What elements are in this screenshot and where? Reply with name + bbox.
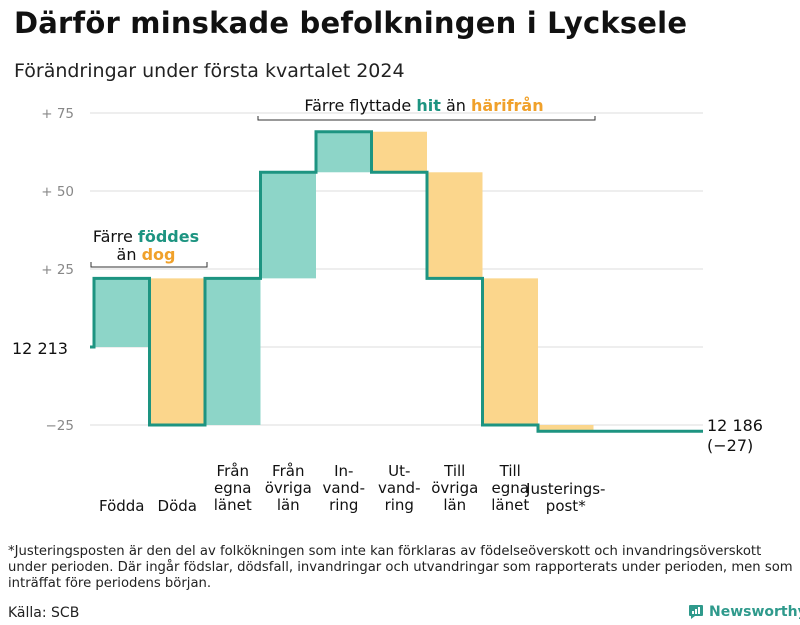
- category-label-till-egna-lanet: Till: [499, 462, 521, 480]
- category-label-justeringspost: post*: [546, 497, 586, 515]
- end-value-label: 12 186: [707, 416, 763, 435]
- category-label-utvandring: ring: [385, 496, 414, 514]
- footnote: *Justeringsposten är den del av folkökni…: [8, 544, 793, 591]
- bar-utvandring: [371, 131, 427, 173]
- bar-till-egna-lanet: [482, 278, 538, 425]
- annotation-births-line2: än dog: [117, 245, 176, 264]
- bar-doda: [149, 278, 205, 425]
- bar-justeringspost: [538, 425, 594, 432]
- annotation-births-line1: Färre föddes: [93, 227, 199, 246]
- category-label-invandring: ring: [329, 496, 358, 514]
- population-step-line: [90, 130, 703, 433]
- category-label-utvandring: Ut-: [388, 462, 410, 480]
- category-label-till-ovriga-lan: län: [443, 496, 466, 514]
- y-tick-label: + 75: [41, 106, 74, 122]
- category-label-fran-ovriga-lan: övriga: [265, 479, 312, 497]
- source-note: Källa: SCB: [8, 605, 80, 621]
- chart-subtitle: Förändringar under första kvartalet 2024: [14, 60, 405, 82]
- category-label-fran-ovriga-lan: Från: [272, 462, 304, 480]
- bar-fran-egna-lanet: [205, 278, 261, 425]
- category-label-till-egna-lanet: länet: [491, 496, 529, 514]
- start-value-label: 12 213: [12, 339, 68, 358]
- end-change-label: (−27): [707, 436, 753, 455]
- bar-fran-ovriga-lan: [260, 172, 316, 279]
- category-label-fran-egna-lanet: egna: [214, 479, 251, 497]
- y-tick-label: + 25: [41, 262, 74, 278]
- chart-title: Därför minskade befolkningen i Lycksele: [14, 6, 688, 40]
- category-label-till-egna-lanet: egna: [492, 479, 529, 497]
- bar-till-ovriga-lan: [427, 172, 483, 279]
- annotation-moves: Färre flyttade hit än härifrån: [304, 96, 543, 115]
- brand-name: Newsworthy: [709, 604, 800, 620]
- category-label-doda: Döda: [158, 497, 197, 515]
- category-label-fran-ovriga-lan: län: [277, 496, 300, 514]
- brand-logo: Newsworthy: [688, 604, 800, 620]
- category-label-justeringspost: Justerings-: [525, 480, 605, 498]
- category-label-till-ovriga-lan: Till: [443, 462, 465, 480]
- category-label-fodda: Födda: [99, 497, 145, 515]
- category-label-invandring: vand-: [322, 479, 365, 497]
- bar-fodda: [94, 278, 150, 347]
- newsworthy-logo-icon: [689, 605, 703, 619]
- category-label-fran-egna-lanet: länet: [214, 496, 252, 514]
- bar-invandring: [316, 131, 372, 173]
- category-label-invandring: In-: [334, 462, 353, 480]
- category-label-till-ovriga-lan: övriga: [431, 479, 478, 497]
- category-label-utvandring: vand-: [378, 479, 421, 497]
- annotation-moves-bracket: [257, 116, 596, 121]
- annotation-births-bracket: [90, 262, 208, 268]
- y-tick-label: + 50: [41, 184, 74, 200]
- category-label-fran-egna-lanet: Från: [217, 462, 249, 480]
- y-tick-label: −25: [46, 418, 75, 434]
